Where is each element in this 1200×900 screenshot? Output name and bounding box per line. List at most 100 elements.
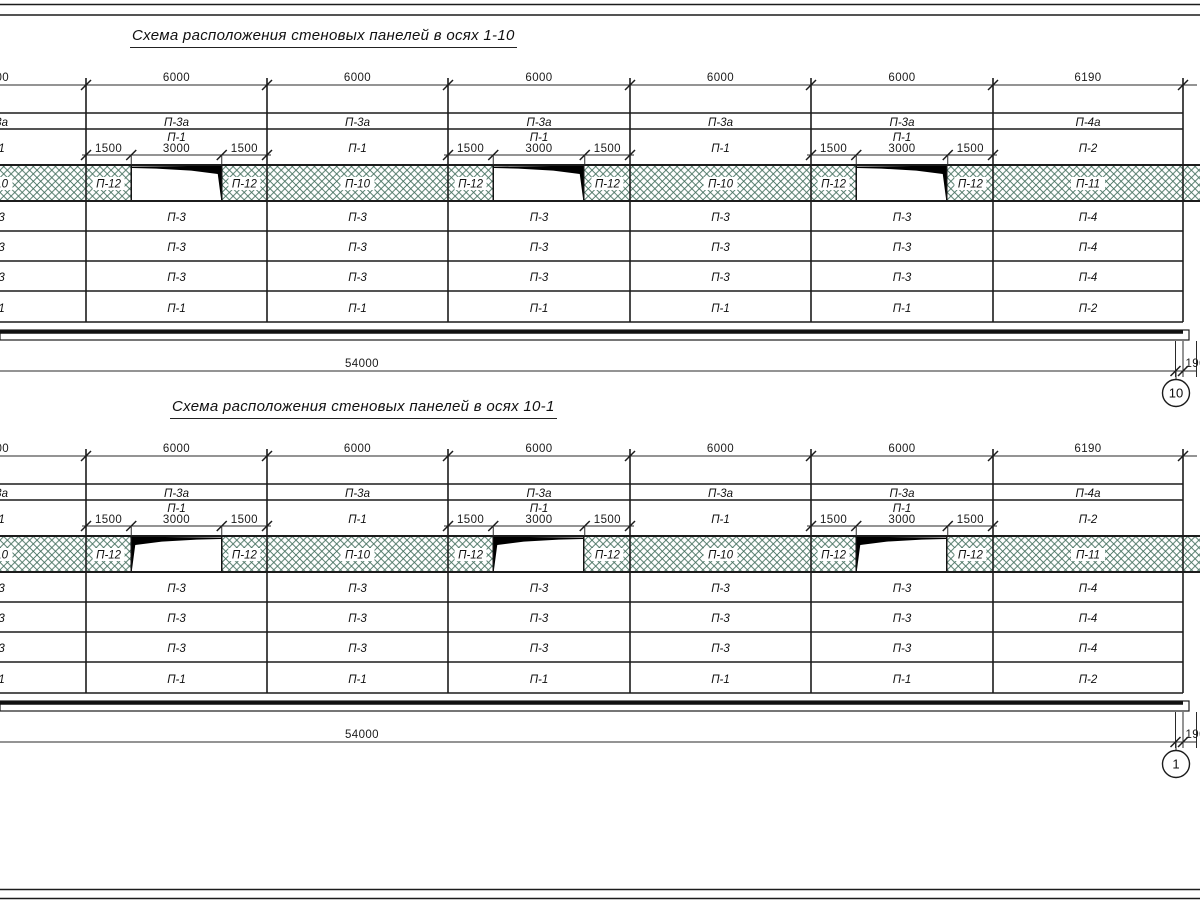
panel-label: П-2	[1079, 514, 1098, 526]
opening-dim-label: 3000	[163, 514, 190, 526]
span-dim-label: 6000	[344, 443, 371, 455]
panel-label: П-12	[96, 550, 122, 562]
axis-bubble-number: 1	[1172, 757, 1179, 772]
dim-tick	[987, 520, 999, 532]
opening-dim-label: 1500	[820, 514, 847, 526]
opening-dim-label: 3000	[888, 514, 915, 526]
panel-label: П-4	[1079, 242, 1098, 254]
panel-label: П-1	[348, 303, 367, 315]
opening-dim-label: 3000	[163, 143, 190, 155]
span-dim-label: 6000	[163, 72, 190, 84]
panel-label: П-1	[348, 514, 367, 526]
panel-label: П-1	[0, 143, 5, 155]
panel-label: П-3а	[890, 488, 915, 500]
panel-label: П-12	[821, 550, 847, 562]
label-backing	[92, 177, 125, 190]
panel-label: П-3	[530, 212, 549, 224]
panel-label: П-12	[232, 179, 258, 191]
opening-dim-label: 3000	[525, 143, 552, 155]
panel-label: П-10	[708, 550, 734, 562]
panel-label: П-4а	[1076, 488, 1101, 500]
panel-label: П-3а	[345, 117, 370, 129]
panel-label: П-12	[595, 179, 621, 191]
panel-label: П-3а	[164, 117, 189, 129]
panel-label: П-12	[458, 179, 484, 191]
panel-label: П-3а	[0, 117, 8, 129]
panel-label: П-3а	[527, 488, 552, 500]
dim-tick	[987, 149, 999, 161]
diagram-title-axes-1-10: Схема расположения стеновых панелей в ос…	[130, 27, 517, 48]
plinth-strip	[0, 700, 1190, 712]
window-leaf-mark	[131, 165, 222, 201]
panel-label: П-10	[345, 550, 371, 562]
dim-tick	[442, 450, 454, 462]
panel-label: П-12	[821, 179, 847, 191]
panel-label: П-4	[1079, 272, 1098, 284]
panel-label: П-4	[1079, 643, 1098, 655]
panel-label: П-11	[1076, 550, 1100, 562]
span-dim-label: 6000	[0, 72, 9, 84]
panel-label: П-12	[96, 179, 122, 191]
panel-label: П-3	[530, 613, 549, 625]
panel-label: П-1	[893, 503, 912, 515]
axis-bubble-number: 10	[1169, 386, 1183, 401]
panel-label: П-3	[0, 272, 5, 284]
panel-label: П-1	[348, 143, 367, 155]
dim-tick	[987, 79, 999, 91]
label-backing	[817, 177, 850, 190]
label-backing	[1071, 548, 1105, 561]
span-dim-label: 6000	[888, 72, 915, 84]
window-leaf-mark	[493, 536, 584, 572]
span-dim-label: 6000	[163, 443, 190, 455]
span-dim-label: 6000	[888, 443, 915, 455]
label-backing	[340, 177, 375, 190]
opening-dim-label: 1500	[231, 514, 258, 526]
label-backing	[1071, 177, 1105, 190]
span-dim-label: 6190	[1074, 443, 1101, 455]
window-leaf-mark	[856, 536, 947, 572]
opening-dim-label: 1500	[957, 143, 984, 155]
panel-label: П-10	[708, 179, 734, 191]
diagram-title-axes-10-1: Схема расположения стеновых панелей в ос…	[170, 398, 557, 419]
panel-label: П-1	[0, 514, 5, 526]
label-backing	[817, 548, 850, 561]
panel-label: П-12	[232, 550, 258, 562]
span-dim-label: 6000	[0, 443, 9, 455]
span-dim-label: 6000	[707, 72, 734, 84]
span-dim-label: 6000	[525, 72, 552, 84]
opening-dim-label: 3000	[525, 514, 552, 526]
panel-label: П-1	[167, 132, 186, 144]
opening-dim-label: 1500	[957, 514, 984, 526]
panel-label: П-3	[167, 613, 186, 625]
label-backing	[0, 548, 13, 561]
panel-label: П-3	[893, 272, 912, 284]
edge-dim-label: 190	[1186, 358, 1200, 370]
panel-label: П-3а	[0, 488, 8, 500]
opening-dim-label: 1500	[95, 143, 122, 155]
dim-tick	[805, 79, 817, 91]
panel-label: П-1	[711, 143, 730, 155]
opening-dim-label: 1500	[457, 143, 484, 155]
panel-label: П-3	[893, 643, 912, 655]
panel-label: П-4	[1079, 212, 1098, 224]
panel-label: П-3	[167, 643, 186, 655]
opening-dim-label: 1500	[95, 514, 122, 526]
panel-label: П-3	[711, 272, 730, 284]
label-backing	[954, 177, 987, 190]
axis-bubble	[1161, 378, 1191, 408]
window-leaf-mark	[131, 536, 222, 572]
panel-label: П-3	[348, 643, 367, 655]
panel-label: П-3	[711, 643, 730, 655]
panel-label: П-3а	[708, 117, 733, 129]
panel-label: П-3	[893, 583, 912, 595]
panel-label: П-3	[0, 643, 5, 655]
panel-label: П-3а	[708, 488, 733, 500]
panel-label: П-3	[530, 643, 549, 655]
total-dim-label: 54000	[345, 729, 379, 741]
panel-label: П-1	[711, 303, 730, 315]
panel-label: П-12	[958, 179, 984, 191]
label-backing	[92, 548, 125, 561]
panel-label: П-11	[1076, 179, 1100, 191]
panel-label: П-3	[711, 613, 730, 625]
